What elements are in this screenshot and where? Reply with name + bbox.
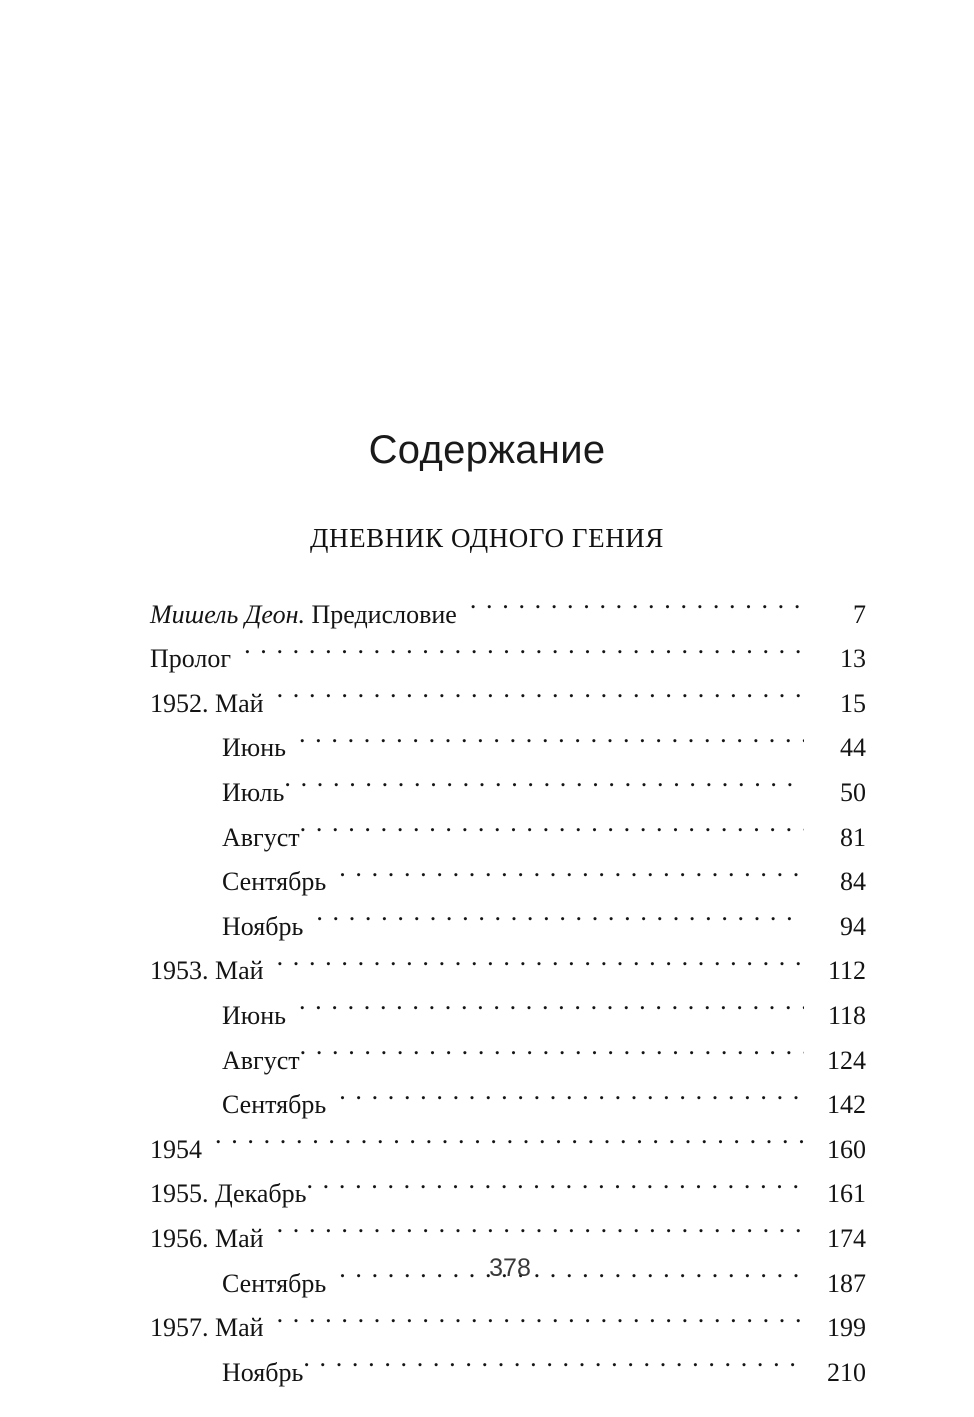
toc-entry-label-wrap: 1957. Май	[150, 1306, 277, 1351]
toc-entry[interactable]: 1954 160	[150, 1113, 866, 1164]
toc-dot-leader	[244, 623, 804, 668]
toc-entry-page-number: 13	[840, 644, 866, 674]
toc-entry-title: Август	[222, 822, 300, 852]
toc-entry-page-number: 15	[840, 688, 866, 718]
toc-dot-leader	[300, 801, 804, 846]
toc-entry[interactable]: 1957. Май 199	[150, 1292, 866, 1343]
toc-dot-leader	[339, 1069, 804, 1114]
toc-entry-title: 1953. Май	[150, 956, 264, 986]
toc-entry-page-number: 44	[840, 733, 866, 763]
toc-entry-title: Июнь	[222, 733, 286, 763]
toc-entry-page-number: 94	[840, 911, 866, 941]
toc-entry-page-number: 174	[827, 1223, 866, 1253]
toc-entry[interactable]: 1956. Май 174	[150, 1202, 866, 1253]
toc-dot-leader	[299, 712, 804, 757]
toc-dot-leader	[339, 846, 804, 891]
toc-dot-leader	[277, 1202, 804, 1247]
toc-entry-label-wrap: Пролог	[150, 637, 244, 682]
toc-entry[interactable]: Сентябрь142	[150, 1069, 866, 1120]
toc-entry-title: 1952. Май	[150, 688, 264, 718]
toc-dot-leader	[316, 890, 804, 935]
toc-entry[interactable]: Ноябрь94	[150, 890, 866, 941]
toc-dot-leader	[299, 979, 804, 1024]
toc-entry-page-number: 199	[827, 1313, 866, 1343]
page-title: Содержание	[368, 428, 606, 472]
toc-entry-label-wrap: Июль	[150, 771, 284, 816]
toc-entry-title: 1954	[150, 1134, 202, 1164]
toc-entry-label-wrap: Сентябрь	[150, 860, 339, 905]
toc-dot-leader	[215, 1113, 804, 1158]
toc-entry-title: Ноябрь	[222, 1357, 304, 1387]
toc-dot-leader	[339, 1247, 804, 1292]
toc-entry[interactable]: Пролог 13	[150, 623, 866, 674]
toc-list: Мишель Деон. Предисловие7Пролог131952. М…	[150, 578, 866, 1387]
toc-dot-leader	[470, 578, 804, 623]
folio-page-number: 378	[489, 1254, 531, 1282]
toc-dot-leader	[300, 1024, 804, 1069]
toc-entry-label-wrap: Август	[150, 816, 300, 861]
toc-entry[interactable]: 1955. Декабрь161	[150, 1158, 866, 1209]
toc-entry-title: 1957. Май	[150, 1313, 264, 1343]
toc-entry-page-number: 210	[827, 1357, 866, 1387]
toc-entry-label-wrap: Ноябрь	[150, 1351, 303, 1396]
toc-entry-title: 1956. Май	[150, 1223, 264, 1253]
toc-dot-leader	[306, 1158, 804, 1203]
toc-entry-label-wrap: 1953. Май	[150, 949, 277, 994]
toc-entry-label-wrap: 1954	[150, 1128, 215, 1173]
toc-entry-page-number: 160	[827, 1134, 866, 1164]
toc-entry-page-number: 84	[840, 867, 866, 897]
toc-entry-label-wrap: Мишель Деон. Предисловие	[150, 593, 470, 638]
toc-entry-page-number: 118	[827, 1000, 866, 1030]
toc-entry-page-number: 142	[827, 1090, 866, 1120]
toc-entry-page-number: 161	[827, 1179, 866, 1209]
toc-entry-page-number: 7	[853, 599, 866, 629]
toc-entry-title: Июль	[222, 777, 285, 807]
toc-entry-title: Пролог	[150, 644, 232, 674]
toc-entry-page-number: 124	[827, 1045, 866, 1075]
toc-entry[interactable]: Июнь 118	[150, 979, 866, 1030]
toc-entry-page-number: 187	[827, 1268, 866, 1298]
section-heading: ДНЕВНИК ОДНОГО ГЕНИЯ	[309, 523, 665, 553]
toc-entry-title: Август	[222, 1045, 300, 1075]
toc-entry[interactable]: Ноябрь 210	[150, 1336, 866, 1387]
toc-entry-label-wrap: 1952. Май	[150, 682, 277, 727]
toc-entry[interactable]: Июль 50	[150, 756, 866, 807]
toc-dot-leader	[277, 935, 804, 980]
toc-entry-title: Июнь	[222, 1000, 286, 1030]
toc-entry-label-wrap: Июнь	[150, 726, 299, 771]
toc-entry[interactable]: Мишель Деон. Предисловие7	[150, 578, 866, 629]
toc-entry-page-number: 50	[840, 777, 866, 807]
toc-entry[interactable]: Июнь 44	[150, 712, 866, 763]
toc-entry-label-wrap: 1956. Май	[150, 1217, 277, 1262]
toc-entry-label-wrap: Август	[150, 1039, 300, 1084]
toc-entry[interactable]: 1952. Май 15	[150, 667, 866, 718]
toc-entry-page-number: 81	[840, 822, 866, 852]
toc-entry[interactable]: Сентябрь187	[150, 1247, 866, 1298]
toc-entry[interactable]: 1953. Май 112	[150, 935, 866, 986]
toc-dot-leader	[277, 667, 804, 712]
toc-dot-leader	[303, 1336, 804, 1381]
toc-dot-leader	[284, 756, 804, 801]
toc-entry-label-wrap: Июнь	[150, 994, 299, 1039]
toc-dot-leader	[277, 1292, 804, 1337]
toc-entry[interactable]: Август 124	[150, 1024, 866, 1075]
toc-entry-page-number: 112	[827, 956, 866, 986]
toc-entry[interactable]: Август 81	[150, 801, 866, 852]
toc-entry-title: Сентябрь	[222, 867, 327, 897]
toc-entry[interactable]: Сентябрь 84	[150, 846, 866, 897]
